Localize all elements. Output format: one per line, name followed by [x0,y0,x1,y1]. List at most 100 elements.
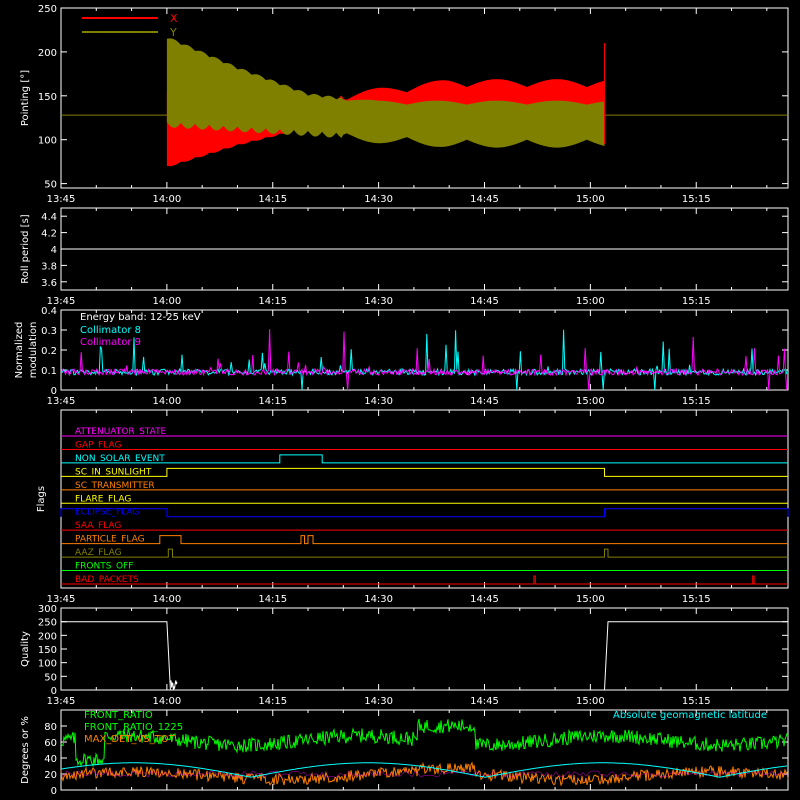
y-tick-label: 100 [38,659,57,670]
x-tick-label: 14:15 [258,194,287,205]
y-axis-label: Quality [20,631,31,667]
y-tick-label: 300 [38,604,57,615]
y-axis-label: Normalized [14,322,25,379]
y-tick-label: 250 [38,4,57,15]
x-tick-label: 14:45 [470,594,499,605]
x-tick-label: 14:00 [152,296,181,307]
y-tick-label: 0 [51,686,57,697]
y-axis-label: Roll period [s] [20,214,31,283]
x-tick-label: 14:30 [364,696,393,707]
y-tick-label: 60 [44,738,57,749]
flag-label: ATTENUATOR_STATE [75,427,167,437]
x-tick-label: 14:15 [258,696,287,707]
y-tick-label: 0 [51,386,57,397]
x-tick-label: 14:00 [152,696,181,707]
x-tick-label: 14:15 [258,594,287,605]
legend-label-front-ratio-1225: FRONT_RATIO_1225 [84,722,183,733]
flag-line [61,454,788,464]
y-tick-label: 250 [38,618,57,629]
x-tick-label: 14:30 [364,396,393,407]
y-tick-label: 0.3 [41,326,57,337]
y-tick-label: 40 [44,754,57,765]
flag-line [61,575,788,585]
panel-pointing: 13:45 14:00 14:15 14:30 14:45 15:00 15:15 50 100… [20,4,789,205]
panel-flags: 13:45 14:00 14:15 14:30 14:45 15:00 15:15 Flags… [36,409,789,605]
y-tick-label: 100 [38,136,57,147]
x-tick-label: 15:00 [576,696,605,707]
x-tick-label: 14:45 [470,396,499,407]
y-tick-label: 4.2 [41,229,57,240]
panel-roll: 13:45 14:00 14:15 14:30 14:45 15:00 15:15 3.6 3.… [20,207,789,307]
y-tick-label: 50 [44,672,57,683]
x-tick-label: 14:00 [152,194,181,205]
y-tick-label: 4 [51,245,57,256]
x-tick-label: 15:00 [576,396,605,407]
flag-label: SC_IN_SUNLIGHT [75,467,152,477]
x-tick-label: 14:45 [470,194,499,205]
x-tick-label: 14:15 [258,296,287,307]
flag-label: FRONTS_OFF [75,562,133,572]
y-tick-label: 200 [38,631,57,642]
flag-label: PARTICLE_FLAG [75,535,145,545]
x-tick-label: 13:45 [47,296,76,307]
x-tick-label: 13:45 [47,594,76,605]
right-legend-label: Absolute geomagnetic latitude [613,710,767,721]
legend-label-y: Y [169,26,177,39]
flag-label: AAZ_FLAG [75,548,122,558]
x-tick-label: 14:30 [364,296,393,307]
quality-spikes [169,680,178,691]
legend-label-x: X [170,12,178,25]
legend-label-front-ratio: FRONT_RATIO [84,710,153,721]
y-axis-label: Degrees or % [20,716,31,784]
x-tick-label: 15:15 [682,696,711,707]
flag-label: NON_SOLAR_EVENT [75,454,165,464]
y-tick-label: 150 [38,92,57,103]
plot-frame [60,7,789,189]
envelope-y [166,38,605,148]
y-tick-label: 0 [51,786,57,797]
flag-line [61,535,788,545]
flag-line [60,508,789,518]
y-tick-label: 0.1 [41,366,57,377]
flag-line [61,467,788,477]
flag-label: SC_TRANSMITTER [75,481,155,491]
y-tick-label: 4.4 [41,212,57,223]
x-tick-label: 14:15 [258,396,287,407]
y-axis-label-line2: modulation [28,322,39,379]
x-tick-label: 14:30 [364,194,393,205]
flag-label: BAD_PACKETS [75,575,139,585]
y-tick-label: 200 [38,48,57,59]
panel-ratios: 0 20 40 60 80 Degrees or % FRONT_RATIOFRONT_RA… [20,709,789,797]
x-tick-label: 14:30 [364,594,393,605]
quality-line [61,621,788,691]
max-det-vs-tot-series [60,761,789,787]
x-tick-label: 14:45 [470,696,499,707]
legend-label-collimator: Collimator 8 [80,325,141,336]
y-tick-label: 150 [38,645,57,656]
panel-modulation: 13:45 14:00 14:15 14:30 14:45 15:00 15:15 0 0.1 0… [14,306,789,407]
y-tick-label: 3.8 [41,261,57,272]
y-tick-label: 20 [44,770,57,781]
flag-label: GAP_FLAG [75,440,121,450]
flag-label: ECLIPSE_FLAG [75,508,139,518]
panel-quality: 13:45 14:00 14:15 14:30 14:45 15:00 15:15 0 50 10… [20,604,789,707]
x-tick-label: 13:45 [47,396,76,407]
x-tick-label: 13:45 [47,194,76,205]
plot-frame [60,709,789,791]
geomagnetic-latitude-series [60,762,788,778]
panels: 13:45 14:00 14:15 14:30 14:45 15:00 15:15 50 100… [14,4,789,797]
x-tick-label: 15:15 [682,396,711,407]
y-tick-label: 80 [44,722,57,733]
x-tick-label: 15:15 [682,594,711,605]
y-tick-label: 0.4 [41,306,57,317]
x-tick-label: 14:45 [470,296,499,307]
y-tick-label: 0.2 [41,346,57,357]
y-axis-label: Pointing [°] [20,70,31,126]
x-tick-label: 14:00 [152,594,181,605]
x-tick-label: 15:15 [682,194,711,205]
plot-frame [60,409,789,589]
x-tick-label: 15:00 [576,296,605,307]
x-tick-label: 15:00 [576,594,605,605]
flag-line [61,548,788,558]
front-ratio-1225-series [60,770,788,778]
